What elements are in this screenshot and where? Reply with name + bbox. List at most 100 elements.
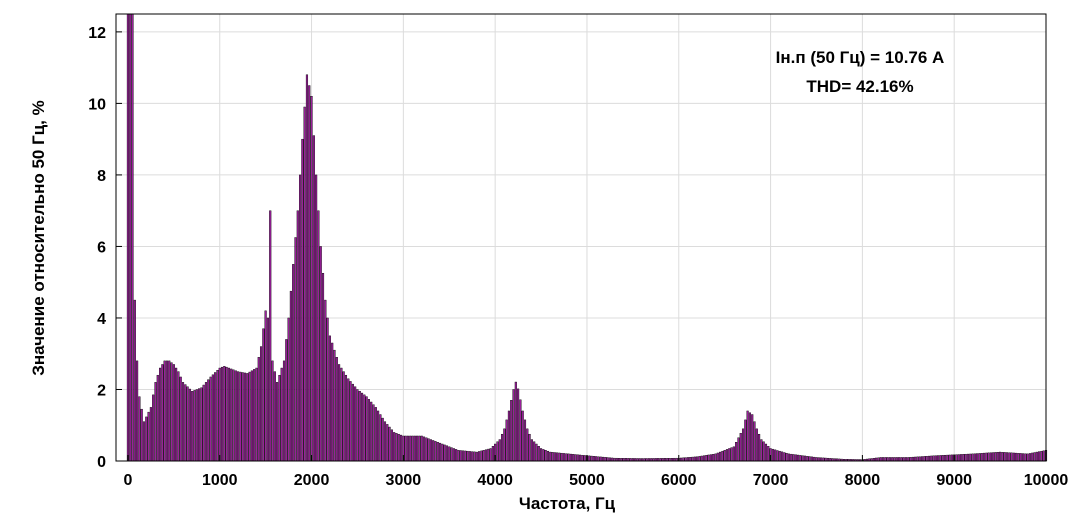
spectrum-bar xyxy=(255,367,258,462)
spectrum-bar xyxy=(760,439,763,462)
spectrum-bar xyxy=(562,453,566,462)
spectrum-bar xyxy=(721,450,724,462)
spectrum-bar xyxy=(810,456,813,462)
spectrum-bar xyxy=(181,382,185,462)
spectrum-bar xyxy=(445,445,449,462)
spectrum-bar xyxy=(702,455,706,462)
x-tick-label: 4000 xyxy=(477,472,513,489)
spectrum-bar xyxy=(719,451,722,462)
spectrum-bar xyxy=(966,453,970,462)
spectrum-bar xyxy=(305,74,309,462)
spectrum-bar xyxy=(1031,452,1034,462)
spectrum-bar xyxy=(898,457,901,462)
spectrum-bar xyxy=(211,374,214,462)
spectrum-bar xyxy=(142,421,146,462)
spectrum-bar xyxy=(303,106,306,462)
spectrum-bar xyxy=(129,13,132,462)
spectrum-bar xyxy=(271,360,274,462)
spectrum-bar xyxy=(1019,453,1022,462)
spectrum-bar xyxy=(349,381,352,462)
spectrum-bar xyxy=(264,310,267,462)
spectrum-bar xyxy=(900,457,903,462)
spectrum-bar xyxy=(815,457,818,462)
spectrum-bar xyxy=(1017,453,1020,462)
spectrum-bar xyxy=(301,138,304,462)
spectrum-bar xyxy=(126,13,129,462)
spectrum-bar xyxy=(978,453,981,462)
spectrum-bar xyxy=(925,456,928,462)
spectrum-bar xyxy=(406,435,409,462)
x-tick-label: 10000 xyxy=(1024,472,1069,489)
spectrum-bar xyxy=(285,339,288,462)
y-tick-label: 8 xyxy=(97,168,106,185)
spectrum-bar xyxy=(932,455,935,462)
spectrum-bar xyxy=(533,441,536,462)
spectrum-bar xyxy=(774,449,777,462)
spectrum-bar xyxy=(512,389,515,462)
spectrum-bar xyxy=(911,456,914,462)
spectrum-bar xyxy=(735,442,738,462)
spectrum-bar xyxy=(154,382,157,462)
spectrum-bar xyxy=(500,433,504,462)
spectrum-bar xyxy=(748,412,751,462)
spectrum-bar xyxy=(746,410,749,462)
spectrum-bar xyxy=(879,457,882,462)
spectrum-bar xyxy=(484,449,488,462)
spectrum-bar xyxy=(696,456,699,462)
spectrum-bar xyxy=(595,456,598,462)
spectrum-bar xyxy=(475,451,478,462)
spectrum-bar xyxy=(1012,452,1015,462)
spectrum-bar xyxy=(1038,451,1041,462)
spectrum-bar xyxy=(278,374,281,462)
spectrum-bar xyxy=(751,414,754,462)
spectrum-bar xyxy=(510,400,513,462)
spectrum-bar xyxy=(404,435,407,462)
spectrum-bar xyxy=(452,448,455,462)
plot-frame xyxy=(115,13,1047,462)
spectrum-bar xyxy=(521,410,524,462)
spectrum-bar xyxy=(425,437,428,462)
spectrum-bar xyxy=(225,366,228,462)
axes xyxy=(115,13,1047,462)
spectrum-bar xyxy=(960,454,963,462)
spectrum-bar xyxy=(455,449,458,462)
spectrum-bar xyxy=(530,439,533,462)
spectrum-bar xyxy=(994,452,997,462)
spectrum-bar xyxy=(523,419,527,462)
spectrum-bar xyxy=(962,454,965,462)
spectrum-bar xyxy=(1015,452,1018,462)
spectrum-bar xyxy=(553,452,556,462)
spectrum-bar xyxy=(179,376,182,462)
spectrum-bar xyxy=(941,455,944,462)
spectrum-bar xyxy=(429,439,432,462)
spectrum-bar xyxy=(400,434,403,462)
spectrum-bar xyxy=(1026,453,1029,462)
spectrum-bar xyxy=(416,435,419,462)
spectrum-bar xyxy=(496,441,499,462)
spectrum-bar xyxy=(514,381,517,462)
spectrum-bar xyxy=(806,456,809,462)
spectrum-bar xyxy=(801,455,804,462)
spectrum-bar xyxy=(365,396,368,462)
spectrum-bar xyxy=(427,438,430,462)
spectrum-bar xyxy=(200,387,203,462)
spectrum-bar xyxy=(556,452,559,462)
x-tick-label: 5000 xyxy=(569,472,605,489)
spectrum-bar xyxy=(1042,450,1045,462)
spectrum-bar xyxy=(716,452,719,462)
x-tick-label: 8000 xyxy=(845,472,881,489)
spectrum-bar xyxy=(792,454,795,462)
spectrum-bar xyxy=(397,433,400,462)
spectrum-bar xyxy=(443,444,446,462)
spectrum-bar xyxy=(601,456,605,462)
spectrum-bar xyxy=(156,374,159,462)
spectrum-bar xyxy=(393,432,396,462)
spectrum-bar xyxy=(347,378,350,462)
spectrum-bar xyxy=(133,299,136,462)
spectrum-bar xyxy=(755,428,758,462)
spectrum-bar xyxy=(159,367,162,462)
spectrum-bar xyxy=(982,452,986,462)
spectrum-bar xyxy=(606,457,609,462)
spectrum-bar xyxy=(328,335,331,462)
x-tick-label: 1000 xyxy=(202,472,238,489)
